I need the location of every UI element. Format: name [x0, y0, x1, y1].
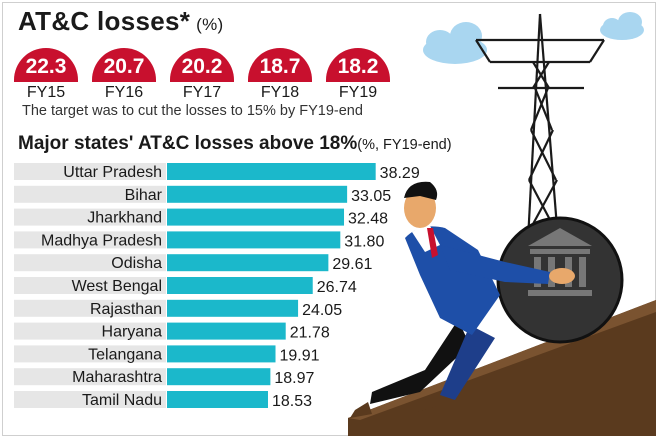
title-text: AT&C losses*	[18, 6, 191, 36]
illustration	[348, 12, 656, 436]
category-band	[14, 163, 166, 180]
bar	[167, 208, 345, 226]
bar	[167, 163, 376, 180]
value-label: 38.29	[380, 165, 420, 182]
value-label: 19.91	[280, 347, 320, 364]
bar	[167, 391, 268, 408]
bar	[167, 368, 271, 386]
fiscal-year-label: FY16	[104, 84, 144, 101]
bar	[167, 277, 313, 294]
bar	[167, 231, 341, 249]
category-label: Telangana	[88, 346, 162, 363]
category-band	[14, 231, 166, 249]
subtitle-text: Major states' AT&C losses above 18%	[18, 133, 358, 154]
category-label: Odisha	[111, 255, 162, 272]
cloud-icon	[423, 22, 487, 64]
bar-row: Rajasthan 24.05	[14, 299, 342, 319]
businessman-pushing-icon	[350, 181, 575, 418]
bar-row: Odisha 29.61	[14, 254, 373, 273]
category-band	[14, 299, 166, 317]
bar-row: Bihar 33.05	[14, 185, 391, 205]
category-band	[14, 368, 166, 386]
value-label: 33.05	[351, 188, 391, 205]
fiscal-year-label: FY18	[260, 84, 300, 101]
value-label: 26.74	[317, 279, 357, 296]
value-label: 31.80	[344, 233, 384, 250]
fiscal-year-label: FY17	[182, 84, 222, 101]
bar-row: Maharashtra 18.97	[14, 368, 315, 387]
category-label: Haryana	[102, 324, 163, 341]
bars: Uttar Pradesh 38.29 Bihar 33.05 Jharkhand 32.…	[14, 163, 420, 410]
value-label: 24.05	[302, 302, 342, 319]
bar-row: Tamil Nadu 18.53	[14, 391, 312, 410]
bar	[167, 254, 329, 272]
category-band	[14, 254, 166, 272]
value-label: 29.61	[332, 256, 372, 273]
category-band	[14, 277, 166, 294]
bar-row: Haryana 21.78	[14, 322, 330, 342]
value-label: 18.53	[272, 393, 312, 410]
cloud-icon	[600, 12, 644, 40]
category-label: Madhya Pradesh	[41, 232, 162, 249]
bar-row: Madhya Pradesh 31.80	[14, 231, 384, 250]
target-note: The target was to cut the losses to 15% …	[22, 103, 363, 119]
category-label: Tamil Nadu	[82, 392, 162, 409]
fiscal-year-label: FY19	[338, 84, 378, 101]
category-band	[14, 322, 166, 340]
chart-title: AT&C losses* (%)	[18, 6, 224, 37]
category-label: Maharashtra	[72, 369, 162, 386]
bar	[167, 322, 286, 340]
subtitle-unit: (%, FY19-end)	[357, 137, 452, 153]
category-label: Bihar	[125, 187, 163, 204]
value-label: 21.78	[290, 325, 330, 342]
bar-row: West Bengal 26.74	[14, 277, 357, 296]
category-label: West Bengal	[72, 278, 162, 295]
frame-border	[2, 2, 656, 436]
value-label: 18.97	[274, 370, 314, 387]
fiscal-year-label: FY15	[26, 84, 66, 101]
value-label: 32.48	[348, 211, 388, 228]
bar	[167, 345, 276, 363]
bar-row: Uttar Pradesh 38.29	[14, 163, 420, 182]
bar	[167, 185, 348, 203]
bar	[167, 299, 299, 317]
category-band	[14, 208, 166, 226]
title-unit: (%)	[196, 15, 224, 34]
transmission-tower-icon	[475, 13, 605, 241]
bar-row: Telangana 19.91	[14, 345, 320, 364]
category-band	[14, 345, 166, 363]
bar-row: Jharkhand 32.48	[14, 208, 388, 228]
category-label: Rajasthan	[90, 301, 162, 318]
category-label: Uttar Pradesh	[63, 164, 162, 181]
category-band	[14, 185, 166, 203]
category-label: Jharkhand	[87, 210, 162, 227]
category-band	[14, 391, 166, 408]
bar-chart-subtitle: Major states' AT&C losses above 18%(%, F…	[18, 133, 452, 155]
